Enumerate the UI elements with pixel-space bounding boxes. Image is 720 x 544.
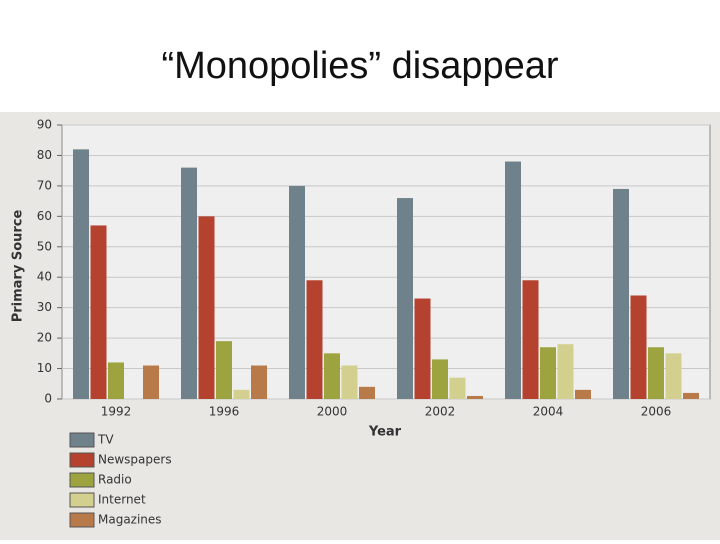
y-tick-label: 50 bbox=[37, 239, 52, 253]
chart-title: “Monopolies” disappear bbox=[161, 45, 558, 87]
bar bbox=[216, 341, 232, 399]
bar bbox=[522, 280, 539, 399]
bar bbox=[683, 392, 699, 399]
bar bbox=[665, 353, 682, 399]
y-tick-label: 90 bbox=[37, 118, 52, 132]
bar bbox=[143, 365, 159, 399]
bar bbox=[613, 188, 629, 399]
legend-label: TV bbox=[97, 433, 114, 447]
legend-label: Radio bbox=[98, 473, 132, 487]
y-tick-label: 20 bbox=[37, 331, 52, 345]
bar bbox=[289, 185, 305, 399]
bar bbox=[575, 389, 591, 399]
bar bbox=[505, 161, 521, 399]
x-tick-label: 1992 bbox=[101, 405, 132, 419]
y-tick-label: 30 bbox=[37, 300, 52, 314]
legend-label: Magazines bbox=[98, 513, 162, 527]
bar bbox=[540, 347, 556, 399]
bar bbox=[233, 389, 250, 399]
bar bbox=[181, 167, 197, 399]
y-tick-label: 80 bbox=[37, 148, 52, 162]
legend-swatch bbox=[69, 452, 95, 468]
bar bbox=[648, 347, 664, 399]
bar bbox=[198, 216, 215, 399]
x-tick-label: 2006 bbox=[641, 405, 672, 419]
bar bbox=[251, 365, 267, 399]
bar bbox=[397, 198, 413, 399]
x-axis-label: Year bbox=[368, 425, 402, 440]
title-background bbox=[0, 0, 720, 112]
bar bbox=[359, 386, 375, 399]
bar bbox=[630, 295, 647, 399]
y-tick-label: 10 bbox=[37, 361, 52, 375]
plot-area bbox=[61, 124, 711, 400]
bar bbox=[90, 225, 107, 399]
bar bbox=[432, 359, 448, 399]
x-tick-label: 2002 bbox=[425, 405, 456, 419]
bar bbox=[73, 149, 89, 399]
y-tick-label: 60 bbox=[37, 209, 52, 223]
bar bbox=[108, 362, 124, 399]
bar bbox=[557, 344, 574, 399]
y-tick-label: 40 bbox=[37, 270, 52, 284]
legend-swatch bbox=[69, 492, 95, 508]
y-axis-label: Primary Source bbox=[11, 210, 26, 323]
y-tick-label: 70 bbox=[37, 178, 52, 192]
bar bbox=[414, 298, 431, 399]
legend-label: Newspapers bbox=[98, 453, 172, 467]
legend-swatch bbox=[69, 432, 95, 448]
legend-swatch bbox=[69, 512, 95, 528]
x-tick-label: 2000 bbox=[317, 405, 348, 419]
y-tick-label: 0 bbox=[44, 392, 52, 406]
bar bbox=[341, 365, 358, 399]
bar bbox=[324, 353, 340, 399]
bar bbox=[467, 395, 483, 399]
legend-swatch bbox=[69, 472, 95, 488]
x-tick-label: 2004 bbox=[533, 405, 564, 419]
legend-label: Internet bbox=[98, 493, 146, 507]
bar bbox=[449, 377, 466, 399]
bar bbox=[306, 280, 323, 399]
x-tick-label: 1996 bbox=[209, 405, 240, 419]
